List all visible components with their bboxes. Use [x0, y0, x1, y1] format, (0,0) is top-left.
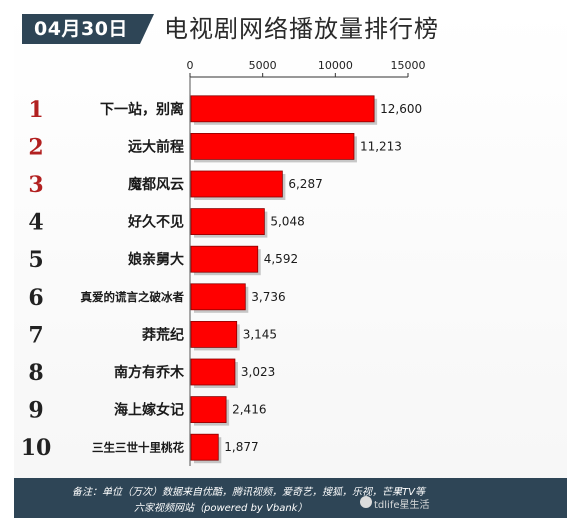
header: 04月30日 电视剧网络播放量排行榜 — [14, 8, 567, 50]
bar — [190, 433, 219, 461]
chart-row: 8 南方有乔木 3,023 — [28, 358, 275, 388]
rank-label: 9 — [28, 398, 43, 424]
chart-row: 1 下一站，别离 12,600 — [28, 95, 422, 125]
rank-label: 2 — [28, 134, 43, 160]
chart-row: 5 娘亲舅大 4,592 — [28, 245, 298, 276]
x-tick-label: 15000 — [391, 59, 426, 72]
value-label: 4,592 — [264, 252, 298, 266]
category-label: 好久不见 — [127, 214, 184, 231]
chart-row: 3 魔都风云 6,287 — [28, 170, 323, 200]
chart-row: 9 海上嫁女记 2,416 — [28, 396, 266, 426]
category-label: 海上嫁女记 — [114, 402, 184, 419]
date-badge-notch — [140, 14, 154, 44]
value-label: 5,048 — [270, 215, 304, 229]
bar — [190, 358, 236, 386]
value-label: 2,416 — [232, 403, 266, 417]
value-label: 11,213 — [360, 139, 402, 153]
rank-label: 6 — [28, 285, 43, 311]
value-label: 3,145 — [243, 327, 277, 341]
rank-label: 5 — [28, 247, 43, 273]
watermark: tdlife星生活 — [374, 500, 430, 511]
bar-chart: 0 5000 10000 15000 1 下一站，别离 12,600 2 远大前程 11,213… — [21, 59, 426, 466]
category-label: 三生三世十里桃花 — [92, 440, 184, 454]
chart-row: 7 莽荒纪 3,145 — [28, 320, 277, 351]
footer-note: 备注：单位（万次）数据来自优酷，腾讯视频，爱奇艺，搜狐，乐视，芒果TV等 — [72, 487, 425, 498]
bar — [190, 208, 265, 236]
chart-row: 4 好久不见 5,048 — [28, 208, 305, 238]
category-label: 远大前程 — [128, 138, 184, 155]
x-tick-label: 5000 — [249, 59, 277, 72]
x-axis: 0 5000 10000 15000 — [187, 59, 426, 466]
ranking-card: 04月30日 电视剧网络播放量排行榜 0 5000 10000 15000 1 下一站，… — [14, 8, 567, 518]
footer-note-source: 六家视频网站（powered by Vbank） — [134, 503, 308, 514]
bar — [190, 283, 246, 311]
value-label: 12,600 — [380, 102, 422, 116]
bar — [190, 320, 238, 348]
category-label: 南方有乔木 — [114, 364, 185, 381]
value-label: 3,736 — [251, 290, 285, 304]
chart-row: 10 三生三世十里桃花 1,877 — [21, 433, 259, 464]
category-label: 莽荒纪 — [141, 326, 184, 343]
chart-row: 2 远大前程 11,213 — [28, 133, 402, 163]
rank-label: 1 — [28, 97, 43, 123]
rank-label: 10 — [21, 435, 52, 461]
category-label: 下一站，别离 — [100, 101, 184, 118]
bar — [190, 170, 283, 198]
bar — [190, 396, 227, 424]
bar — [190, 95, 375, 123]
x-tick-label: 10000 — [318, 59, 353, 72]
value-label: 6,287 — [288, 177, 322, 191]
rank-label: 4 — [28, 210, 43, 236]
bar — [190, 245, 259, 273]
rank-label: 7 — [28, 322, 43, 348]
rank-label: 3 — [28, 172, 43, 198]
value-label: 1,877 — [224, 440, 258, 454]
rank-label: 8 — [28, 360, 43, 386]
x-tick-label: 0 — [187, 59, 194, 72]
page-title: 电视剧网络播放量排行榜 — [164, 15, 439, 43]
wechat-icon — [360, 496, 372, 508]
chart-row: 6 真爱的谎言之破冰者 3,736 — [28, 283, 286, 313]
bar — [190, 133, 355, 160]
value-label: 3,023 — [241, 365, 275, 379]
category-label: 娘亲舅大 — [128, 251, 184, 268]
date-badge: 04月30日 — [22, 14, 140, 44]
category-label: 真爱的谎言之破冰者 — [81, 290, 185, 304]
category-label: 魔都风云 — [128, 176, 184, 193]
chart-rows: 1 下一站，别离 12,600 2 远大前程 11,213 3 魔都风云 6,287 4 好久不见 5… — [21, 95, 422, 464]
footer: 备注：单位（万次）数据来自优酷，腾讯视频，爱奇艺，搜狐，乐视，芒果TV等 六家视… — [14, 478, 567, 518]
